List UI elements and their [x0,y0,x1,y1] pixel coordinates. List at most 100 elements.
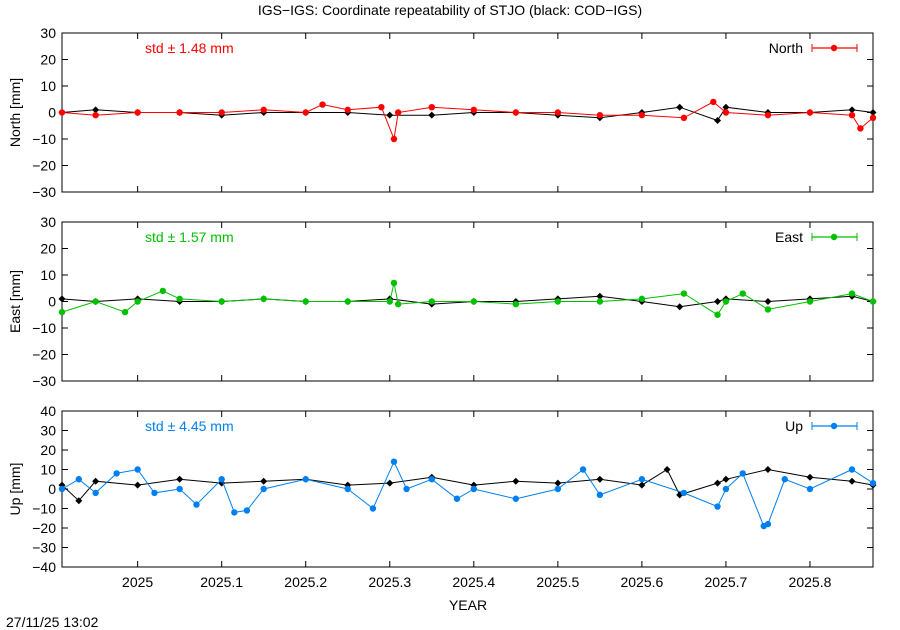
y-tick-label: −10 [32,131,56,147]
data-point [151,489,158,497]
y-tick-label: 0 [48,481,56,497]
data-point [722,485,730,493]
reference-point [134,481,142,489]
x-tick-label: 2025.3 [368,574,411,590]
data-point [302,298,309,305]
data-point [806,485,814,493]
reference-point [714,116,722,124]
data-point [638,476,646,483]
x-tick-label: 2025.4 [452,574,495,590]
panel-north: −30 −20 −10 0 10 20 30 North [mm] std ± 1.48 mm N… [7,25,877,200]
legend-label: Up [785,418,803,434]
data-point [680,489,688,497]
data-point [394,109,402,116]
data-point [231,509,238,516]
data-point [554,109,562,116]
data-point [58,485,66,493]
y-tick-label: −20 [32,158,56,174]
data-point [848,290,856,297]
data-point [596,298,604,305]
reference-point [722,103,730,111]
reference-point [676,303,684,311]
data-point [596,111,604,119]
data-point [218,298,225,305]
series-line [61,460,874,527]
y-tick-label: −10 [32,320,56,336]
y-tick-label: 0 [48,294,56,310]
data-point [781,476,788,483]
y-axis-label: North [mm] [7,78,23,147]
data-point [344,106,351,114]
panel-up: −40 −30 −20 −10 0 10 20 30 40 2025 2025.1 2025.2 202… [7,403,877,590]
data-point [92,298,99,305]
y-tick-label: 20 [40,241,56,257]
y-tick-label: 30 [40,25,56,41]
y-tick-label: 0 [48,105,56,121]
data-point [470,106,478,114]
data-point [512,300,520,308]
y-tick-label: −30 [32,184,56,200]
reference-point [176,475,184,483]
timestamp: 27/11/25 13:02 [6,614,99,630]
x-tick-label: 2025.7 [705,574,748,590]
reference-point [806,473,814,481]
data-point [428,104,435,111]
data-point [344,485,351,493]
data-point [428,298,435,305]
chart-title: IGS−IGS: Coordinate repeatability of STJ… [258,2,642,18]
y-tick-label: −40 [32,559,56,575]
y-tick-label: 10 [40,78,56,94]
y-tick-label: 30 [40,423,56,439]
legend-marker [830,422,838,430]
reference-point [663,466,671,473]
reference-point [92,106,100,114]
data-point [470,485,478,493]
data-point [848,111,856,119]
y-axis-label: Up [mm] [7,463,23,516]
reference-point [764,298,772,305]
x-tick-label: 2025.2 [284,574,327,590]
std-label: std ± 4.45 mm [145,418,234,434]
legend-marker [830,233,838,241]
data-point [470,298,478,305]
data-point [390,458,398,465]
data-point [453,495,461,502]
data-point [722,298,730,305]
data-point [806,298,814,305]
reference-point [386,479,394,487]
data-point [428,476,435,483]
data-point [869,298,877,305]
data-point [176,485,183,493]
data-point [218,109,225,116]
y-tick-label: 20 [40,442,56,458]
data-point [714,311,721,318]
data-point [869,114,877,122]
y-tick-label: −20 [32,347,56,363]
series-line [61,101,874,141]
reference-point [596,475,604,483]
data-point [554,298,562,305]
reference-line [61,468,874,502]
data-point [714,503,721,510]
y-tick-label: 20 [40,52,56,68]
data-point [386,298,393,305]
std-label: std ± 1.48 mm [145,40,234,56]
reference-point [512,477,520,485]
data-point [680,114,688,122]
data-point [75,476,83,483]
data-point [722,109,730,116]
data-point [848,466,856,473]
reference-point [722,475,730,483]
data-point [58,308,66,316]
y-tick-label: 40 [40,403,56,419]
reference-point [869,109,877,116]
data-point [739,290,746,297]
data-point [806,109,814,116]
y-tick-label: 10 [40,462,56,478]
x-tick-label: 2025.6 [620,574,663,590]
data-point [218,476,225,483]
data-point [134,466,141,473]
reference-point [848,477,856,485]
data-point [579,466,587,473]
